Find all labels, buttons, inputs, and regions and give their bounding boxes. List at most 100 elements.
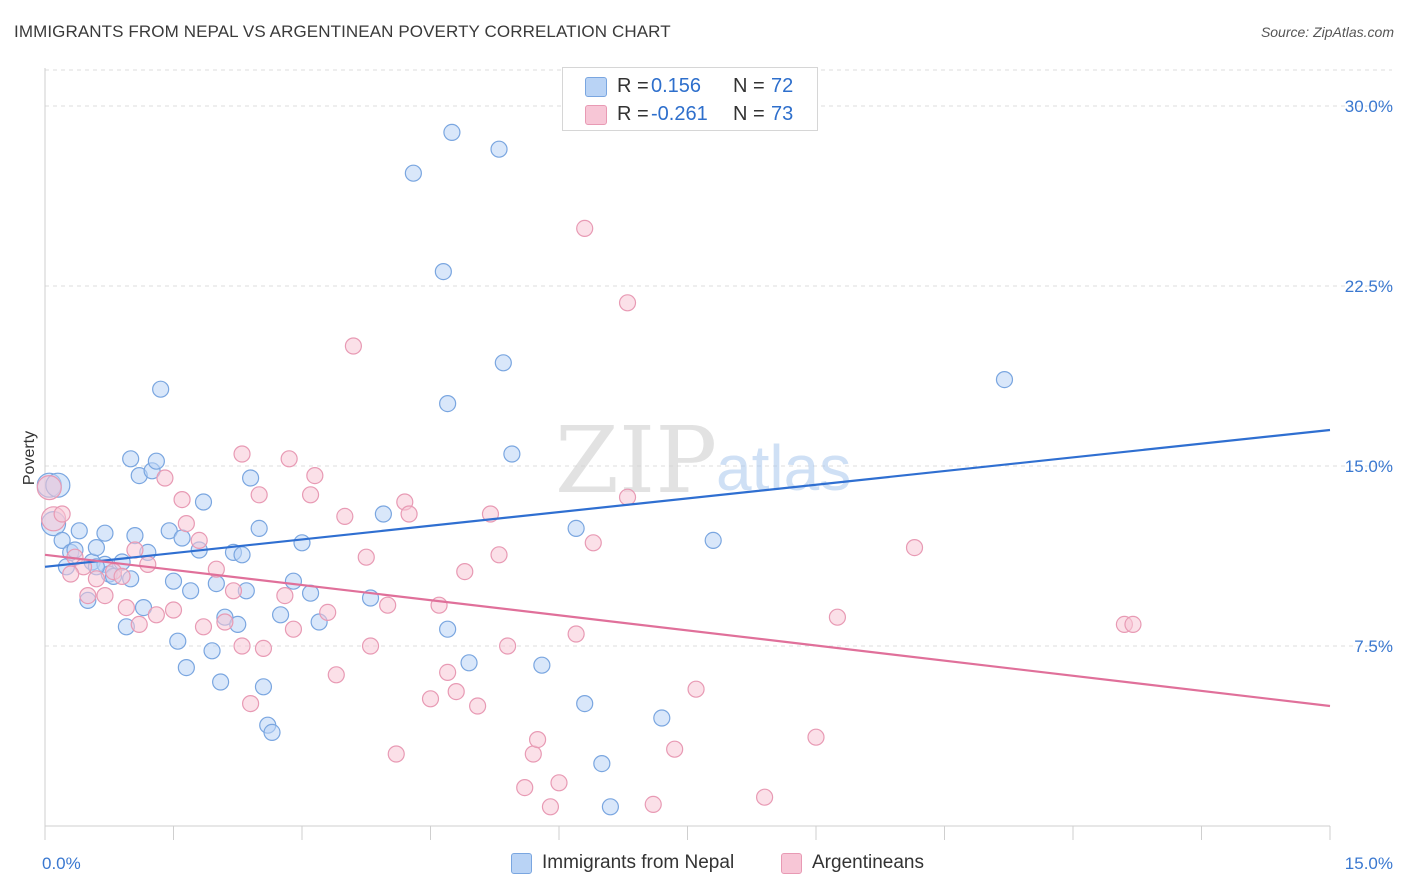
argentineans-point-63 xyxy=(644,795,662,814)
nepal-point-25 xyxy=(160,522,178,540)
points-layer xyxy=(36,123,1142,816)
nepal-point-69 xyxy=(995,371,1014,389)
legend-row-nepal: R = 0.156 N = 72 xyxy=(563,73,817,101)
nepal-point-64 xyxy=(576,694,594,713)
argentineans-point-13 xyxy=(139,555,157,574)
nepal-point-30 xyxy=(182,582,200,600)
argentineans-point-52 xyxy=(499,637,517,655)
argentineans-point-27 xyxy=(250,486,268,504)
nepal-point-60 xyxy=(494,354,512,372)
n-label: N = xyxy=(733,75,765,97)
argentineans-point-66 xyxy=(755,788,774,806)
argentineans-point-56 xyxy=(541,798,560,816)
argentineans-point-71 xyxy=(1124,615,1142,634)
argentineans-point-33 xyxy=(306,467,324,485)
argentineans-point-31 xyxy=(284,620,303,638)
x-tick-label-1: 15.0% xyxy=(1345,854,1393,873)
nepal-legend-swatch xyxy=(511,853,532,874)
argentineans-point-69 xyxy=(905,538,924,557)
argentineans-point-7 xyxy=(96,586,114,605)
argentineans-point-65 xyxy=(687,680,705,698)
tick-label-layer: 7.5% 15.0% 22.5% 30.0% 0.0% 15.0% xyxy=(42,97,1393,873)
watermark: ZIP atlas xyxy=(555,407,851,514)
argentineans-point-29 xyxy=(276,586,294,605)
argentineans-point-62 xyxy=(618,488,637,506)
nepal-point-26 xyxy=(164,572,183,590)
source-credit: Source: ZipAtlas.com xyxy=(1260,24,1394,40)
argentineans-point-15 xyxy=(156,469,174,487)
y-axis-label: Poverty xyxy=(21,431,38,485)
argentineans-point-14 xyxy=(147,606,165,624)
r-value: 0.156 xyxy=(651,75,702,97)
nepal-point-34 xyxy=(207,574,225,593)
argentineans-point-53 xyxy=(516,778,534,797)
axis-layer xyxy=(44,68,1331,840)
nepal-swatch xyxy=(585,77,607,97)
argentineans-point-46 xyxy=(439,663,457,682)
argentineans-point-17 xyxy=(173,491,191,509)
nepal-point-39 xyxy=(233,546,251,564)
argentineans-point-23 xyxy=(224,582,243,600)
nepal-point-47 xyxy=(284,572,303,590)
trend-layer xyxy=(44,428,1331,708)
nepal-point-54 xyxy=(434,263,452,281)
argentineans-point-54 xyxy=(524,745,542,763)
argentineans-point-49 xyxy=(469,697,487,715)
y-tick-label-3: 30.0% xyxy=(1345,97,1393,116)
argentineans-point-64 xyxy=(666,740,684,758)
n-value: 73 xyxy=(771,103,794,125)
nepal-point-10 xyxy=(87,538,106,557)
nepal-point-27 xyxy=(169,632,187,650)
argentineans-swatch xyxy=(585,105,607,125)
argentineans-point-40 xyxy=(379,596,397,614)
argentineans-point-16 xyxy=(164,601,183,619)
argentineans-point-34 xyxy=(319,603,337,622)
argentineans-point-25 xyxy=(233,445,251,463)
argentineans-point-37 xyxy=(344,337,362,355)
argentineans-point-2 xyxy=(53,505,71,523)
argentineans-point-21 xyxy=(207,560,225,578)
nepal-point-18 xyxy=(126,526,144,545)
nepal-point-3 xyxy=(53,531,71,550)
nepal-point-63 xyxy=(567,519,585,538)
nepal-point-7 xyxy=(70,522,88,540)
x-tick-label-0: 0.0% xyxy=(42,854,81,873)
argentineans-point-20 xyxy=(194,618,213,636)
argentineans-point-9 xyxy=(113,567,131,586)
nepal-point-53 xyxy=(404,164,422,182)
argentineans-point-58 xyxy=(567,625,585,643)
nepal-point-12 xyxy=(96,524,114,542)
nepal-point-32 xyxy=(194,493,213,511)
nepal-point-46 xyxy=(271,606,290,624)
nepal-point-20 xyxy=(134,598,153,617)
argentineans-point-26 xyxy=(242,694,260,713)
r-label: R = xyxy=(617,75,649,97)
r-label: R = xyxy=(617,103,649,125)
argentineans-point-24 xyxy=(233,637,251,655)
argentineans-point-57 xyxy=(550,774,568,792)
r-value: -0.261 xyxy=(651,103,708,125)
nepal-point-42 xyxy=(250,519,268,538)
nepal-point-28 xyxy=(173,529,191,547)
argentineans-point-51 xyxy=(490,546,508,564)
argentineans-point-38 xyxy=(357,548,375,566)
nepal-point-62 xyxy=(533,656,551,674)
nepal-point-35 xyxy=(212,673,230,691)
nepal-point-43 xyxy=(254,678,273,696)
nepal-point-67 xyxy=(653,709,671,727)
argentineans-point-36 xyxy=(336,507,354,526)
watermark-zip: ZIP xyxy=(555,407,717,514)
nepal-point-61 xyxy=(503,445,521,463)
argentineans-point-43 xyxy=(400,505,418,523)
argentineans-trend-line xyxy=(44,553,1331,708)
y-tick-label-1: 15.0% xyxy=(1345,457,1393,476)
nepal-point-65 xyxy=(593,754,611,773)
nepal-point-66 xyxy=(601,798,620,816)
nepal-point-59 xyxy=(490,140,508,158)
argentineans-point-59 xyxy=(576,219,594,237)
y-tick-label-0: 7.5% xyxy=(1354,637,1393,656)
n-value: 72 xyxy=(771,75,794,97)
n-label: N = xyxy=(733,103,765,125)
legend-label-argentineans: Argentineans xyxy=(812,852,924,873)
